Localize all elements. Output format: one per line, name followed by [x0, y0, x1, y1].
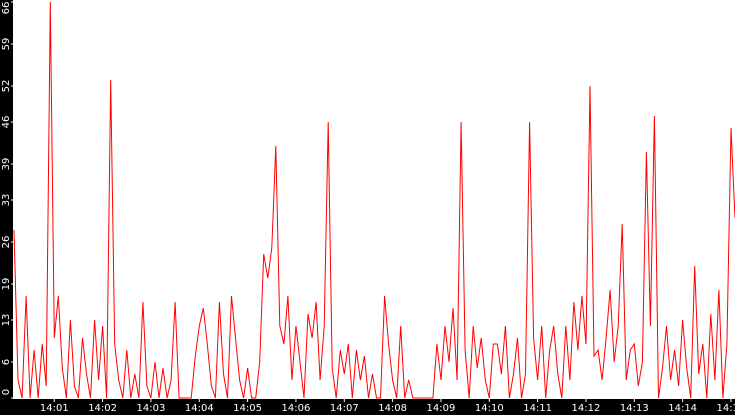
x-tick-label: 14:11 [523, 403, 552, 414]
x-tick-label: 14:15 [717, 403, 735, 414]
x-tick-label: 14:04 [185, 403, 214, 414]
x-tick-label: 14:05 [233, 403, 262, 414]
x-tick-label: 14:02 [88, 403, 117, 414]
y-tick-label: 0 [1, 389, 12, 395]
y-tick-label: 46 [1, 116, 12, 129]
x-tick-label: 14:14 [668, 403, 697, 414]
x-tick-label: 14:12 [572, 403, 601, 414]
y-axis-bar [0, 0, 13, 415]
y-tick-label: 39 [1, 158, 12, 171]
y-tick-label: 6 [1, 359, 12, 365]
x-tick-label: 14:08 [378, 403, 407, 414]
x-tick-label: 14:06 [282, 403, 311, 414]
x-tick-label: 14:09 [427, 403, 456, 414]
y-tick-label: 59 [1, 38, 12, 51]
line-series [13, 1, 735, 399]
x-tick-label: 14:03 [137, 403, 166, 414]
x-axis-bar [0, 399, 735, 415]
x-tick-label: 14:07 [330, 403, 359, 414]
y-tick-label: 33 [1, 194, 12, 207]
y-tick-label: 66 [1, 2, 12, 15]
y-tick-label: 19 [1, 278, 12, 291]
y-tick-label: 13 [1, 314, 12, 327]
y-tick-label: 52 [1, 80, 12, 93]
x-tick-label: 14:01 [40, 403, 69, 414]
x-tick-label: 14:10 [475, 403, 504, 414]
x-tick-label: 14:13 [620, 403, 649, 414]
y-tick-label: 26 [1, 236, 12, 249]
